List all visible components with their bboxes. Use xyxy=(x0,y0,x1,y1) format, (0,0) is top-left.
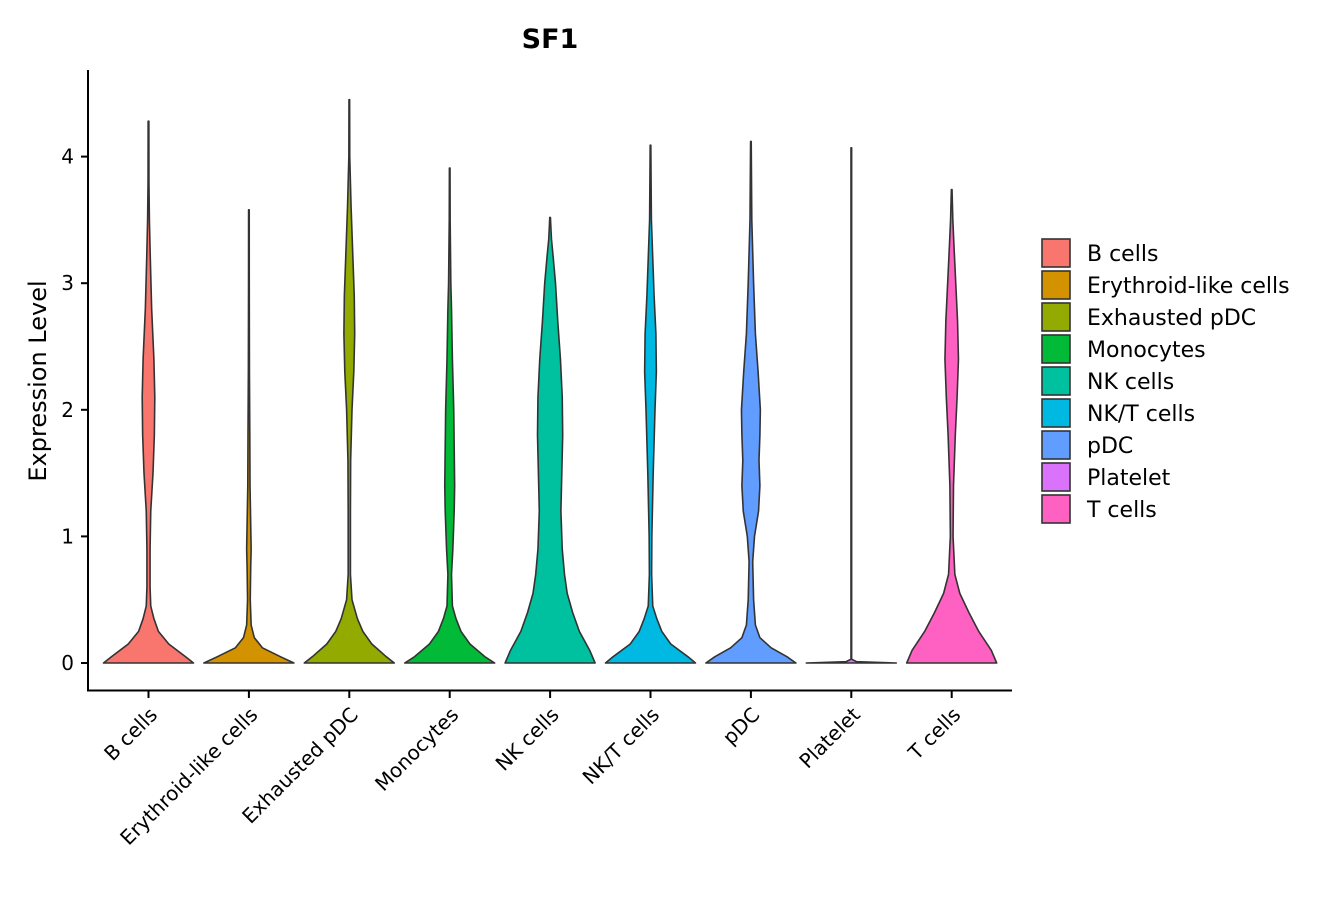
x-tick-label: pDC xyxy=(718,703,765,750)
x-tick-label: Monocytes xyxy=(370,703,463,796)
legend-label: pDC xyxy=(1087,434,1133,459)
chart-title: SF1 xyxy=(522,24,579,55)
legend-key xyxy=(1041,430,1071,460)
legend-key xyxy=(1041,302,1071,332)
legend-label: Platelet xyxy=(1087,466,1171,491)
x-tick-label: B cells xyxy=(99,703,162,766)
legend-key xyxy=(1041,238,1071,268)
y-tick-label: 2 xyxy=(61,398,74,422)
legend-key xyxy=(1041,494,1071,524)
violin-erythroid-like-cells xyxy=(203,208,295,664)
legend-key xyxy=(1041,398,1071,428)
y-tick-label: 4 xyxy=(61,145,74,169)
y-tick-label: 0 xyxy=(61,651,74,675)
legend-label: B cells xyxy=(1087,242,1158,267)
violin-platelet xyxy=(805,146,898,664)
violin-exhausted-pdc xyxy=(303,98,396,664)
x-tick-label: T cells xyxy=(903,703,966,766)
x-tick-label: Platelet xyxy=(794,702,865,773)
x-tick-label: NK/T cells xyxy=(578,703,664,789)
y-axis-title: Expression Level xyxy=(24,280,52,481)
legend-label: Exhausted pDC xyxy=(1087,306,1256,331)
violin-nk-t-cells xyxy=(604,144,697,664)
violin-pdc xyxy=(705,140,797,664)
legend-key xyxy=(1041,366,1071,396)
y-tick-label: 3 xyxy=(61,271,74,295)
legend-label: NK cells xyxy=(1087,370,1174,395)
violin-b-cells xyxy=(102,120,195,664)
violin-t-cells xyxy=(905,188,998,664)
violins-group xyxy=(102,98,998,664)
y-axis-ticks: 0 1 2 3 4 xyxy=(61,145,88,675)
violin-monocytes xyxy=(403,167,496,664)
y-tick-label: 1 xyxy=(61,524,74,548)
violin-nk-cells xyxy=(504,216,596,664)
legend-key xyxy=(1041,270,1071,300)
legend-label: Erythroid-like cells xyxy=(1087,274,1290,299)
legend-key xyxy=(1041,462,1071,492)
legend-label: T cells xyxy=(1086,498,1157,523)
legend-key xyxy=(1041,334,1071,364)
legend-label: NK/T cells xyxy=(1087,402,1195,427)
legend: B cells Erythroid-like cells Exhausted pDC… xyxy=(1041,238,1290,524)
x-tick-label: NK cells xyxy=(491,703,564,776)
legend-label: Monocytes xyxy=(1087,338,1206,363)
